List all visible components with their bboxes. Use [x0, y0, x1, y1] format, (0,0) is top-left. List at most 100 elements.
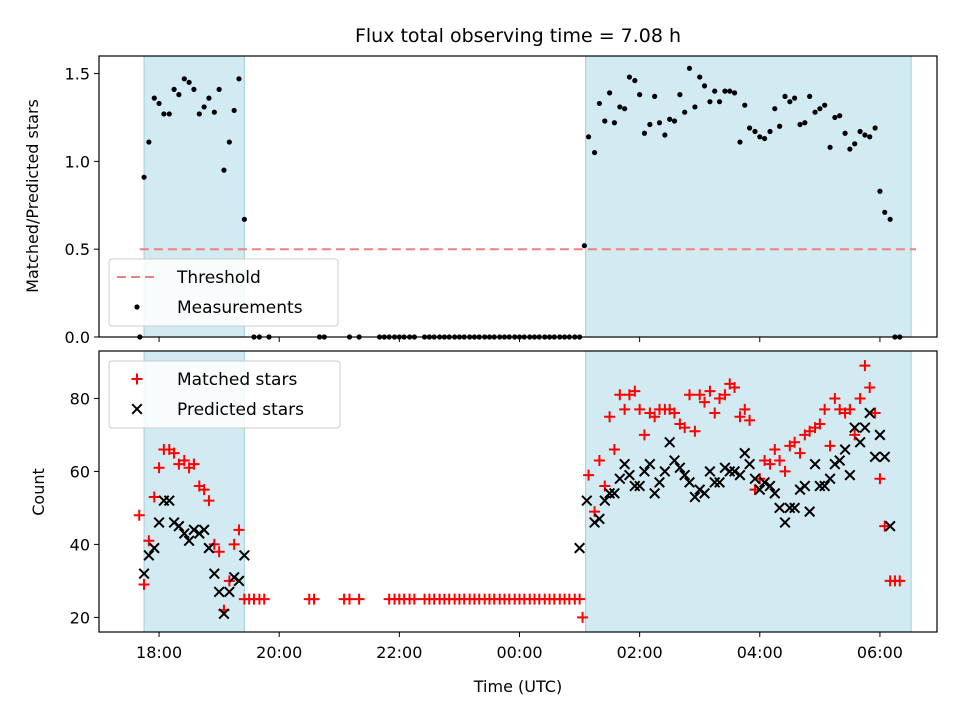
legend-box	[108, 360, 341, 429]
matched-star-point	[769, 444, 781, 456]
measurement-point	[607, 90, 613, 96]
measurement-point	[822, 102, 828, 108]
measurement-point	[652, 93, 658, 99]
predicted-star-point	[759, 476, 771, 488]
y-tick-label: 60	[70, 462, 90, 481]
measurement-point	[637, 92, 643, 98]
measurement-point	[887, 216, 893, 222]
matched-star-point	[849, 429, 861, 441]
measurement-point	[641, 130, 648, 136]
predicted-star-point	[608, 487, 620, 499]
measurement-point	[692, 104, 698, 110]
matched-star-point	[208, 538, 220, 550]
matched-star-point	[789, 436, 801, 448]
measurement-point	[671, 118, 678, 124]
matched-star-point	[684, 389, 696, 401]
predicted-star-point	[779, 517, 791, 529]
measurement-point	[585, 134, 592, 140]
measurement-point	[777, 123, 783, 129]
measurement-point	[236, 76, 242, 82]
predicted-star-point	[683, 476, 696, 488]
matched-star-point	[614, 389, 626, 401]
y-tick-label: 1.5	[65, 65, 90, 84]
matched-star-point	[709, 407, 721, 419]
measurement-point	[241, 216, 247, 222]
predicted-star-point	[599, 495, 611, 507]
top-observing-windows	[143, 55, 912, 338]
x-tick-label: 06:00	[857, 643, 903, 662]
matched-star-point	[178, 454, 190, 466]
predicted-star-point	[709, 476, 721, 488]
measurement-point	[667, 116, 673, 122]
measurement-point	[161, 111, 167, 117]
ratio-panel: 0.0 0.5 1.0 1.5 Matched/Predicted stars Thr…	[23, 55, 938, 347]
predicted-star-point	[744, 458, 756, 470]
matched-star-point	[604, 411, 616, 423]
bottom-plot-frame	[98, 350, 938, 633]
measurement-point	[847, 146, 853, 152]
predicted-star-point	[874, 429, 886, 441]
predicted-star-point	[844, 469, 856, 481]
predicted-star-point	[769, 487, 781, 499]
measurement-point	[686, 65, 693, 71]
matched-star-point	[694, 389, 706, 401]
measurement-point	[792, 95, 798, 101]
measurement-point	[867, 134, 873, 140]
measurement-point	[196, 111, 202, 117]
measurement-point	[146, 139, 152, 145]
predicted-star-point	[729, 465, 741, 477]
matched-star-point	[794, 447, 806, 459]
measurement-point	[772, 106, 778, 112]
predicted-star-point	[749, 473, 761, 485]
measurement-point	[211, 109, 217, 115]
matched-star-point	[629, 385, 641, 397]
measurement-point	[181, 76, 187, 82]
matched-star-point	[824, 440, 836, 452]
predicted-star-point	[634, 480, 646, 492]
measurement-point	[827, 144, 833, 150]
matched-star-point	[619, 403, 631, 415]
legend-label: Matched stars	[177, 370, 297, 390]
matched-star-point	[634, 403, 646, 415]
matched-star-point	[138, 579, 150, 591]
predicted-star-point	[163, 495, 175, 507]
x-tick-label: 04:00	[737, 643, 783, 662]
predicted-star-point	[674, 462, 686, 474]
matched-star-point	[704, 385, 716, 397]
x-tick-label: 18:00	[136, 643, 182, 662]
measurement-point	[752, 128, 758, 135]
bottom-axes: 20 40 60 80 18:00 20:00 22:00 00:00 02:00 04:00 06…	[70, 389, 903, 662]
predicted-star-point	[879, 451, 891, 463]
matched-star-point	[729, 381, 741, 393]
measurement-point	[166, 111, 172, 117]
y-tick-label: 20	[70, 608, 90, 627]
matched-star-point	[308, 593, 320, 605]
measurement-point	[742, 102, 748, 108]
measurement-point	[596, 100, 602, 107]
top-y-axis-label: Matched/Predicted stars	[23, 99, 42, 293]
matched-star-point	[143, 535, 155, 547]
matched-star-point	[153, 462, 165, 474]
measurement-point	[231, 107, 237, 114]
matched-star-point	[689, 425, 701, 437]
predicted-star-point	[869, 451, 881, 463]
matched-star-point	[258, 593, 270, 605]
predicted-star-point	[198, 524, 210, 536]
measurement-point	[602, 118, 608, 124]
matched-star-point	[213, 546, 225, 558]
predicted-star-point	[764, 480, 776, 492]
matched-star-point	[894, 575, 906, 587]
measurement-point	[842, 130, 848, 136]
legend-box	[108, 258, 339, 327]
matched-star-point	[854, 392, 866, 404]
matched-star-point	[574, 593, 586, 605]
measurement-point	[151, 95, 157, 101]
matched-star-point	[577, 611, 589, 623]
predicted-star-point	[699, 487, 711, 499]
measurement-point	[787, 99, 793, 105]
matched-star-point	[734, 411, 746, 423]
predicted-star-point	[834, 454, 846, 466]
predicted-star-point	[809, 458, 821, 470]
matched-star-point	[408, 593, 420, 605]
